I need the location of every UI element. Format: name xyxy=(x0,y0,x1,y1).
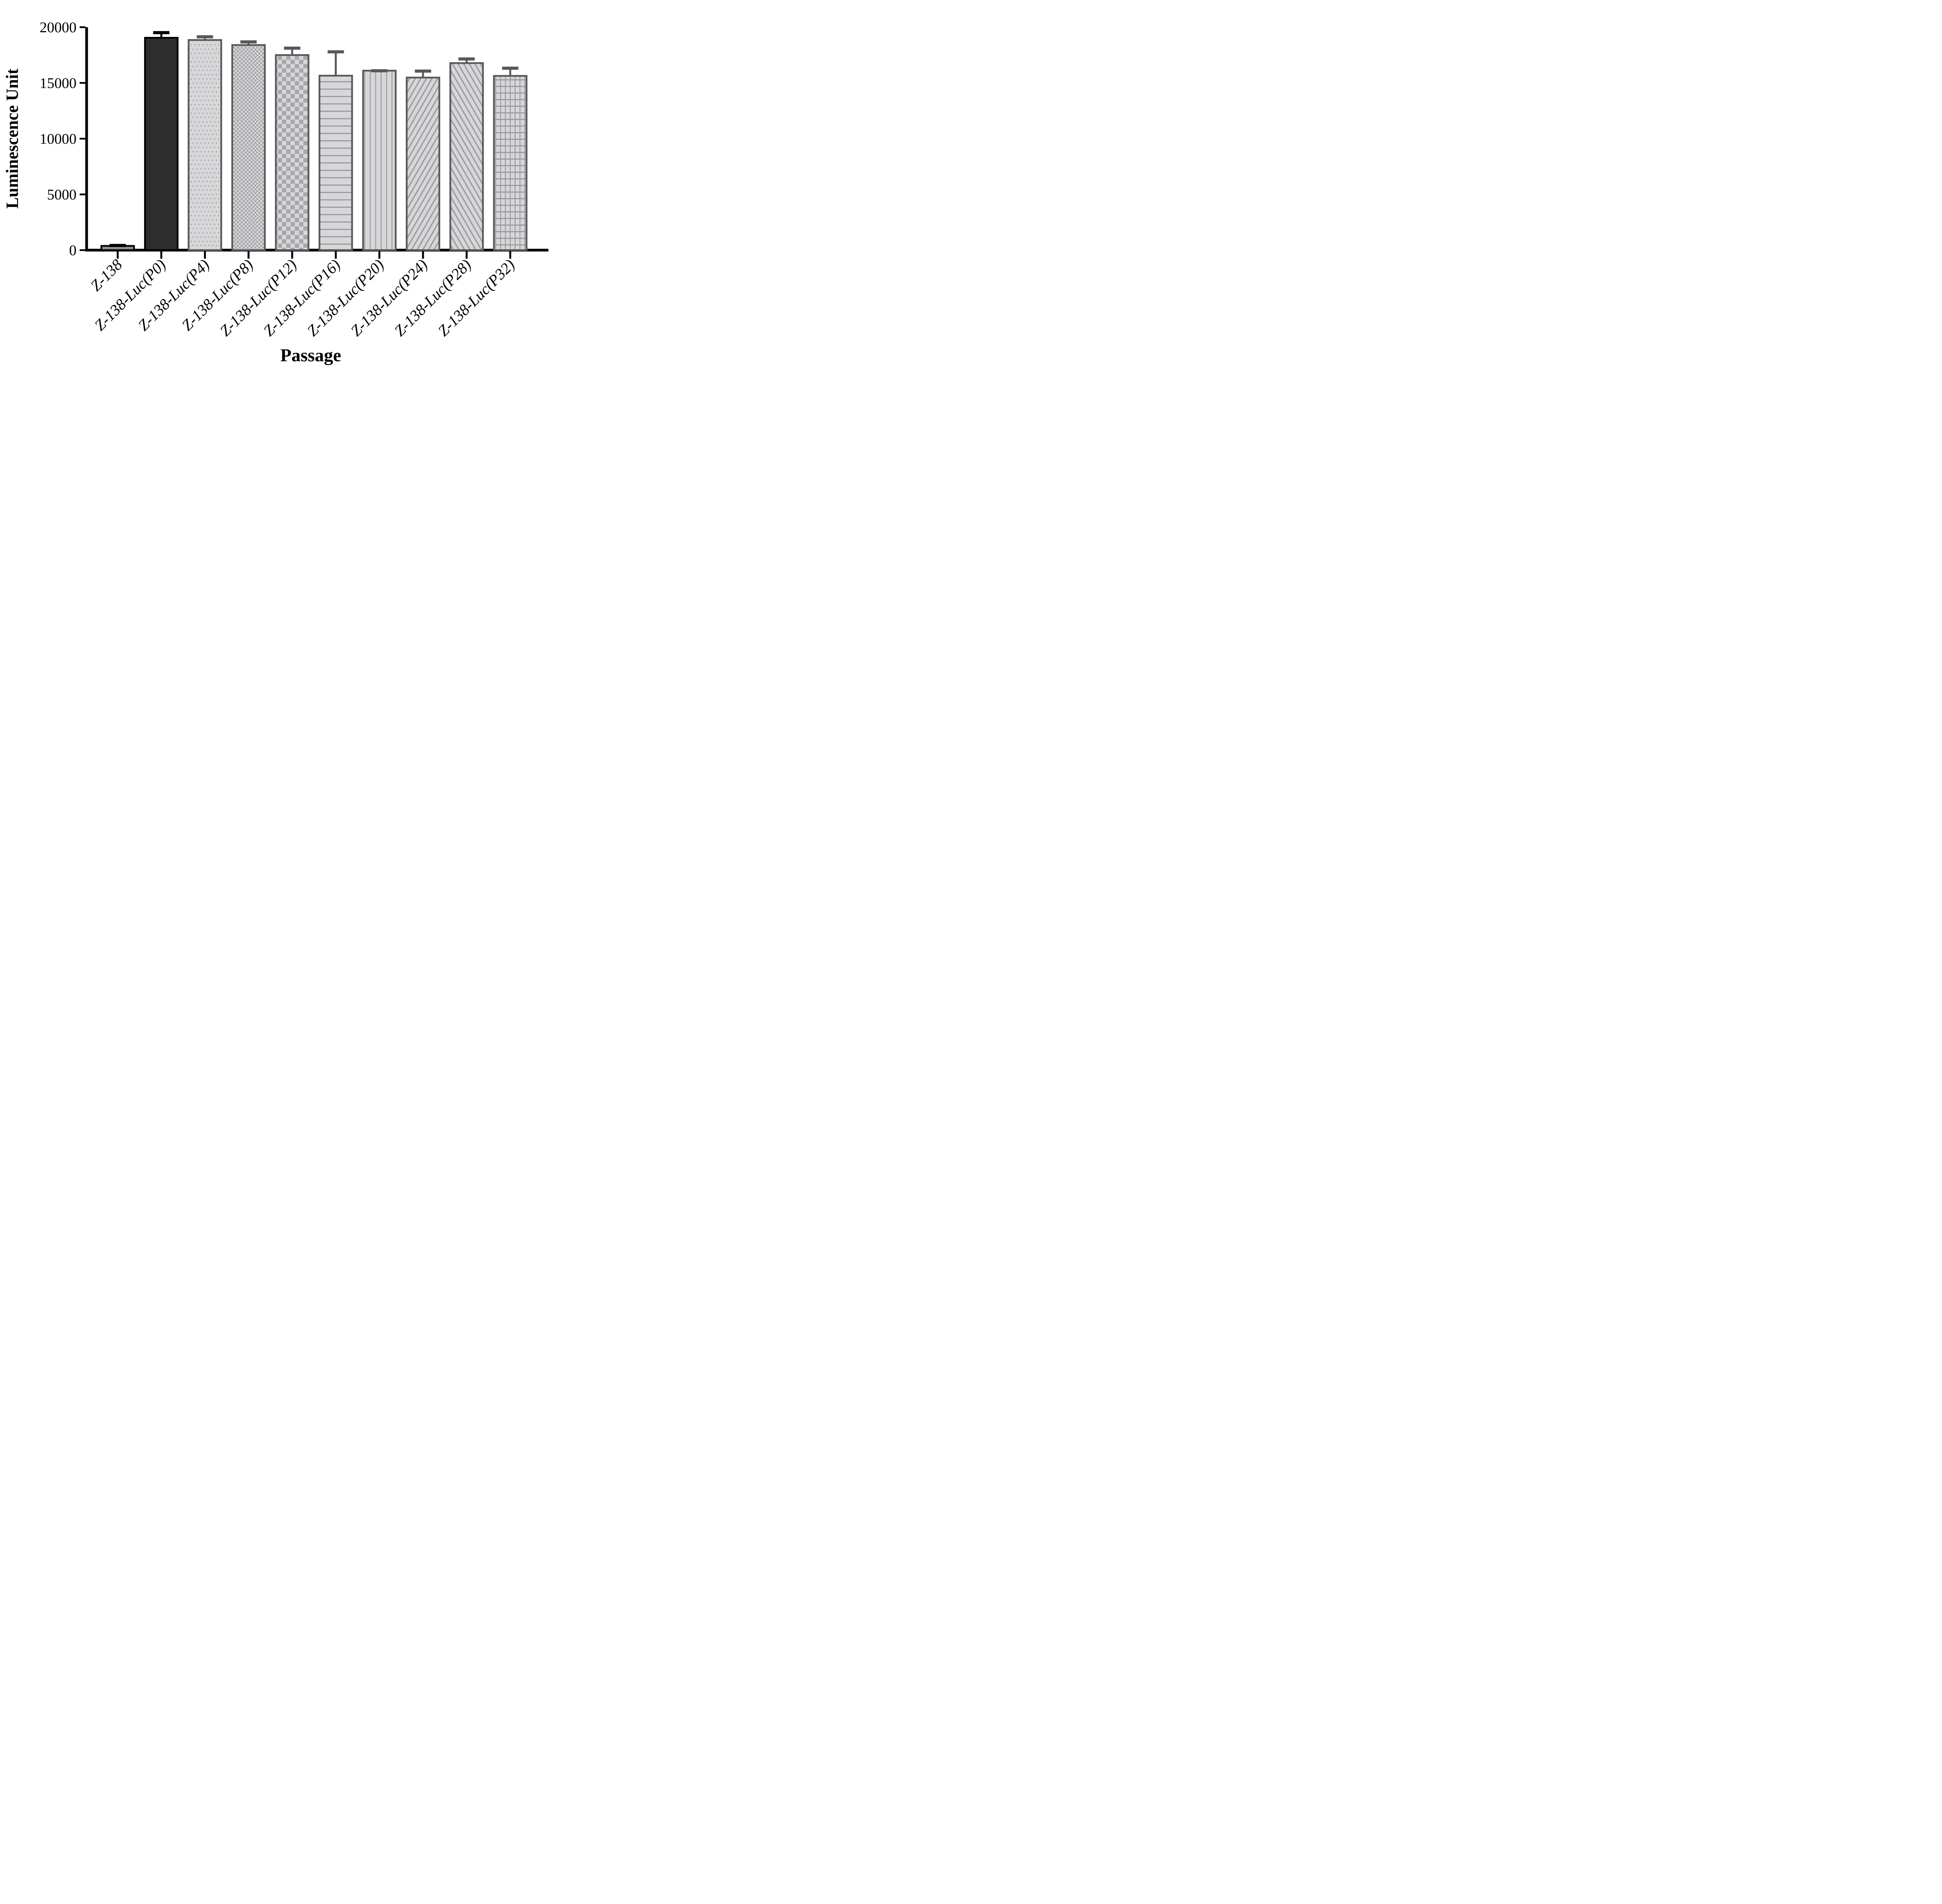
error-bar-cap-Z-138-Luc(P16) xyxy=(327,50,344,54)
x-category-label: Z-138-Luc(P16) xyxy=(260,256,344,340)
x-category-label: Z-138-Luc(P24) xyxy=(347,256,431,340)
error-bar-cap-Z-138-Luc(P12) xyxy=(284,46,301,50)
error-bar-cap-Z-138-Luc(P0) xyxy=(153,31,170,35)
bar-Z-138-Luc(P8) xyxy=(231,44,266,251)
error-bar-cap-Z-138 xyxy=(110,244,126,247)
error-bar-cap-Z-138-Luc(P32) xyxy=(502,66,519,70)
bar-Z-138-Luc(P4) xyxy=(188,39,222,251)
error-bar-cap-Z-138-Luc(P20) xyxy=(371,69,388,73)
bar-Z-138-Luc(P12) xyxy=(275,54,310,251)
x-category-label: Z-138-Luc(P32) xyxy=(434,256,518,340)
error-bar-cap-Z-138-Luc(P24) xyxy=(415,70,432,73)
y-axis-title: Luminescence Unit xyxy=(3,68,22,209)
bar-Z-138-Luc(P32) xyxy=(493,75,527,251)
x-category-label: Z-138-Luc(P12) xyxy=(216,256,300,340)
x-category-label: Z-138 xyxy=(87,256,125,294)
bar-Z-138-Luc(P16) xyxy=(318,75,353,251)
error-bar-cap-Z-138-Luc(P4) xyxy=(197,35,213,38)
y-tick-label: 15000 xyxy=(40,75,77,92)
y-tick-label: 0 xyxy=(69,242,77,259)
bar-Z-138-Luc(P24) xyxy=(405,77,440,251)
bar-Z-138-Luc(P0) xyxy=(144,37,179,251)
bar-chart-figure: 0 5000 10000 15000 20000 Z-138 Z-138-Luc(P0) Z-… xyxy=(0,0,550,381)
bar-Z-138-Luc(P20) xyxy=(362,70,397,251)
y-tick-label: 5000 xyxy=(47,187,77,203)
y-tick-label: 10000 xyxy=(40,131,77,147)
error-bar-cap-Z-138-Luc(P8) xyxy=(240,40,257,44)
error-bar-cap-Z-138-Luc(P28) xyxy=(458,57,475,61)
bar-Z-138-Luc(P28) xyxy=(449,62,484,251)
y-tick-label: 20000 xyxy=(40,19,77,36)
luminescence-bar-chart: 05000100001500020000Z-138Z-138-Luc(P0)Z-… xyxy=(3,19,548,365)
x-category-label: Z-138-Luc(P28) xyxy=(391,256,475,340)
x-axis-title: Passage xyxy=(280,345,341,365)
x-category-label: Z-138-Luc(P20) xyxy=(304,256,388,340)
